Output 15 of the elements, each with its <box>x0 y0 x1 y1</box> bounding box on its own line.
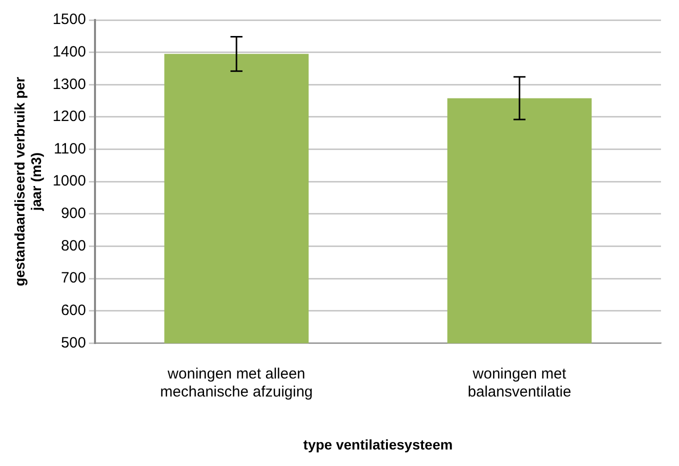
y-tick-label: 1200 <box>52 108 86 126</box>
y-tick-label: 1400 <box>52 43 86 60</box>
y-tick-label: 900 <box>60 205 86 222</box>
y-tick-label: 700 <box>60 270 86 287</box>
y-tick-label: 1000 <box>52 172 86 190</box>
x-axis-title: type ventilatiesysteem <box>303 436 453 452</box>
x-tick-label: woningen met balansventilatie <box>468 365 572 400</box>
y-tick-label: 1500 <box>52 11 86 28</box>
y-tick-label: 1100 <box>54 140 86 158</box>
y-tick-label: 500 <box>60 334 86 352</box>
y-tick-label: 1300 <box>52 76 86 93</box>
x-tick-label: woningen met alleen mechanische afzuiging <box>160 365 313 400</box>
y-tick-label: 800 <box>60 237 86 254</box>
y-tick-label: 600 <box>60 302 86 320</box>
y-axis-title: gestandaardiseerd verbruik per jaar (m3) <box>11 76 44 286</box>
